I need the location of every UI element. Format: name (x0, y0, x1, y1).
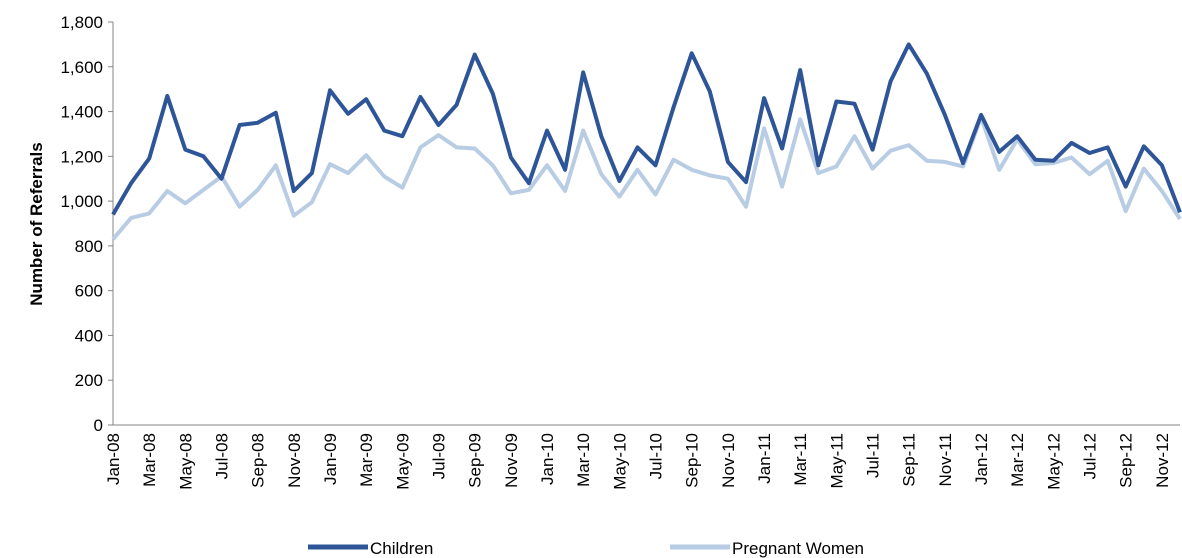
x-tick-label: Jan-10 (538, 433, 557, 485)
x-tick-label: Nov-11 (936, 433, 955, 487)
x-tick-label: May-10 (610, 433, 629, 490)
x-tick-label: Sep-09 (466, 433, 485, 488)
y-tick-label: 1,200 (60, 147, 103, 166)
x-tick-label: Mar-11 (791, 433, 810, 486)
x-tick-label: Jul-09 (430, 433, 449, 479)
x-tick-label: Jul-08 (213, 433, 232, 479)
x-tick-label: Mar-08 (140, 433, 159, 487)
legend-label: Pregnant Women (732, 539, 864, 558)
x-tick-label: Jul-11 (864, 433, 883, 478)
legend-label: Children (370, 539, 433, 558)
y-tick-label: 200 (75, 371, 103, 390)
x-tick-label: May-11 (827, 433, 846, 488)
line-series (111, 42, 1182, 216)
x-tick-label: Nov-12 (1153, 433, 1172, 488)
x-tick-label: Sep-08 (249, 433, 268, 488)
x-tick-label: Jan-11 (755, 433, 774, 484)
y-tick-label: 1,800 (60, 13, 103, 32)
line-series (111, 115, 1182, 241)
x-tick-label: Mar-10 (574, 433, 593, 487)
y-tick-label: 600 (75, 282, 103, 301)
x-tick-label: Sep-11 (900, 433, 919, 487)
x-tick-label: May-12 (1044, 433, 1063, 490)
x-tick-label: Jul-12 (1081, 433, 1100, 479)
x-tick-label: Jan-08 (104, 433, 123, 485)
y-tick-label: 800 (75, 237, 103, 256)
x-tick-label: Mar-09 (357, 433, 376, 487)
x-tick-label: Nov-10 (719, 433, 738, 488)
y-tick-label: 400 (75, 326, 103, 345)
y-tick-label: 0 (94, 416, 103, 435)
x-tick-label: May-08 (176, 433, 195, 490)
x-tick-label: Mar-12 (1008, 433, 1027, 487)
y-tick-label: 1,600 (60, 58, 103, 77)
x-tick-label: Sep-10 (683, 433, 702, 488)
x-tick-label: Jan-12 (972, 433, 991, 485)
x-tick-label: Nov-09 (502, 433, 521, 488)
y-tick-label: 1,400 (60, 103, 103, 122)
x-tick-label: May-09 (393, 433, 412, 490)
x-tick-label: Sep-12 (1117, 433, 1136, 488)
x-tick-label: Jul-10 (647, 433, 666, 479)
y-tick-label: 1,000 (60, 192, 103, 211)
x-tick-label: Nov-08 (285, 433, 304, 488)
x-tick-label: Jan-09 (321, 433, 340, 485)
y-axis-label: Number of Referrals (27, 142, 46, 305)
